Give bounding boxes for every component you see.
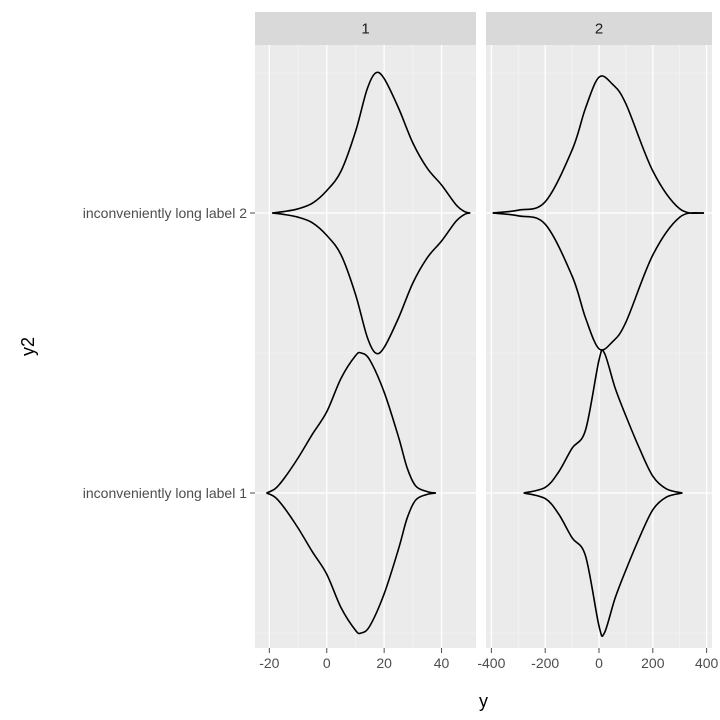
violin-lower-outline	[266, 492, 436, 635]
facet-strip-label: 1	[361, 21, 369, 38]
violin-2-1	[523, 348, 683, 638]
facet-strip-label: 2	[595, 21, 603, 38]
x-tick-label: 40	[434, 655, 450, 671]
x-tick-label: -20	[259, 655, 279, 671]
violin-1-2	[272, 71, 471, 355]
violin-1-1	[266, 351, 436, 635]
violin-upper-outline	[523, 348, 683, 494]
panel-background	[255, 45, 476, 648]
violin-upper-outline	[492, 75, 705, 215]
facet-panel-2: 2 -400 -200 0 200 400	[477, 12, 719, 671]
y-tick-label-2: inconveniently long label 2	[83, 205, 247, 221]
violin-2-2	[492, 75, 705, 351]
x-tick-label: -200	[531, 655, 559, 671]
facet-strip-1	[255, 12, 476, 45]
x-tick-label: 400	[695, 655, 719, 671]
x-tick-label: 20	[376, 655, 392, 671]
y-axis-title: y2	[18, 337, 38, 356]
x-tick-label: 200	[641, 655, 665, 671]
violin-lower-outline	[492, 211, 705, 351]
violin-lower-outline	[523, 492, 683, 638]
x-tick-label: 0	[323, 655, 331, 671]
x-axis-title: y	[479, 691, 488, 711]
violin-upper-outline	[272, 71, 471, 214]
x-tick-label: -400	[477, 655, 505, 671]
y-tick-label-1: inconveniently long label 1	[83, 485, 247, 501]
x-tick-label: 0	[595, 655, 603, 671]
facet-strip-2	[486, 12, 712, 45]
violin-lower-outline	[272, 212, 471, 355]
violin-upper-outline	[266, 351, 436, 494]
facet-panel-1: 1 -20 0 20 40	[255, 12, 476, 671]
